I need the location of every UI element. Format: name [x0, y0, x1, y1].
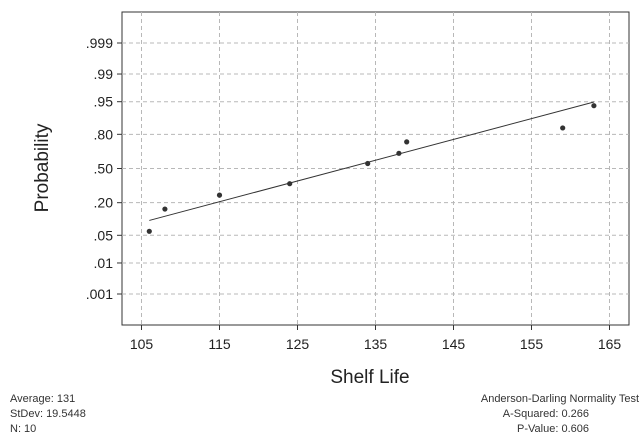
data-point: [216, 192, 223, 198]
x-tick-label: 125: [286, 336, 310, 352]
grid: [122, 12, 629, 325]
y-tick-label: .01: [94, 255, 114, 271]
x-tick-label: 155: [520, 336, 544, 352]
x-tick-label: 135: [364, 336, 388, 352]
data-point: [162, 206, 168, 212]
data-point: [396, 150, 402, 156]
p-value-stat: P-Value: 0.606: [517, 423, 589, 435]
x-tick-label: 115: [208, 336, 231, 352]
y-tick-label: .50: [94, 161, 114, 177]
y-tick-label: .80: [94, 126, 114, 142]
data-point: [365, 160, 371, 167]
average-stat: Average: 131: [10, 393, 76, 405]
x-tick-label: 105: [130, 336, 154, 352]
data-points: [146, 103, 597, 234]
normality-test: Anderson-Darling Normality Test A-Square…: [481, 392, 639, 437]
summary-stats: Average: 131 StDev: 19.5448 N: 10: [10, 392, 86, 437]
n-stat: N: 10: [10, 423, 37, 435]
data-point: [404, 139, 410, 145]
axis-ticks: 105 115 125 135 145 155 165 .999 .99 .95 .80 .50 .20…: [86, 35, 622, 352]
y-tick-label: .95: [94, 94, 114, 110]
fit-line: [149, 101, 595, 221]
x-axis-title: Shelf Life: [330, 367, 409, 388]
x-tick-label: 165: [598, 336, 622, 352]
y-tick-label: .001: [86, 286, 113, 302]
y-tick-label: .05: [94, 227, 114, 243]
y-tick-label: .20: [94, 195, 114, 211]
fit-line-group: [149, 101, 595, 221]
y-tick-label: .999: [86, 35, 113, 51]
a-squared-stat: A-Squared: 0.266: [502, 408, 589, 420]
y-axis-title: Probability: [32, 123, 53, 212]
data-point: [146, 228, 152, 234]
test-title: Anderson-Darling Normality Test: [480, 393, 639, 405]
x-tick-label: 145: [442, 336, 466, 352]
y-tick-label: .99: [94, 66, 114, 82]
data-point: [287, 181, 293, 187]
data-point: [591, 103, 597, 109]
data-point: [560, 125, 566, 131]
stdev-stat: StDev: 19.5448: [10, 408, 86, 420]
